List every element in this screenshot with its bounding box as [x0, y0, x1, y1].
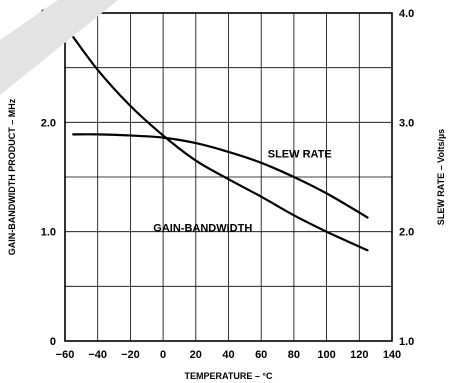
x-axis-label: TEMPERATURE – °C	[185, 371, 273, 381]
series-line-slew-rate	[72, 133, 369, 219]
x-tick-label: −40	[88, 349, 107, 361]
x-tick-label: 40	[222, 349, 234, 361]
x-tick-label: −60	[56, 349, 75, 361]
x-tick-label: 100	[317, 349, 335, 361]
y-tick-label-left: 1.0	[41, 227, 56, 239]
x-tick-label: 60	[255, 349, 267, 361]
grid-lines	[65, 13, 392, 341]
y-tick-label-right: 1.0	[399, 336, 414, 348]
y-tick-label-right: 4.0	[399, 8, 414, 20]
x-tick-label: 0	[160, 349, 166, 361]
x-tick-label: 120	[350, 349, 368, 361]
y-tick-label-left: 0	[50, 336, 56, 348]
x-tick-label: 20	[190, 349, 202, 361]
y-axis-label-left: GAIN-BANDWIDTH PRODUCT – MHz	[7, 98, 17, 255]
y-tick-label-left: 2.0	[41, 117, 56, 129]
series-curves	[72, 36, 369, 252]
plot-frame	[64, 12, 393, 342]
y-axis-label-right: SLEW RATE – Volts/µs	[436, 129, 446, 225]
x-tick-label: 140	[383, 349, 401, 361]
tick-labels: −60 −40 −20 0 20 40 60 80 100 120 140 0 1.0 2.0 3.0 1.0…	[41, 8, 415, 361]
y-tick-label-right: 3.0	[399, 117, 414, 129]
y-tick-label-right: 2.0	[399, 227, 414, 239]
x-tick-label: −20	[121, 349, 140, 361]
watermark-stripe	[0, 0, 118, 95]
series-label-gain-bandwidth: GAIN-BANDWIDTH	[153, 223, 252, 235]
series-line-gain-bandwidth	[72, 36, 369, 252]
series-label-slew-rate: SLEW RATE	[268, 148, 332, 160]
x-tick-label: 80	[288, 349, 300, 361]
